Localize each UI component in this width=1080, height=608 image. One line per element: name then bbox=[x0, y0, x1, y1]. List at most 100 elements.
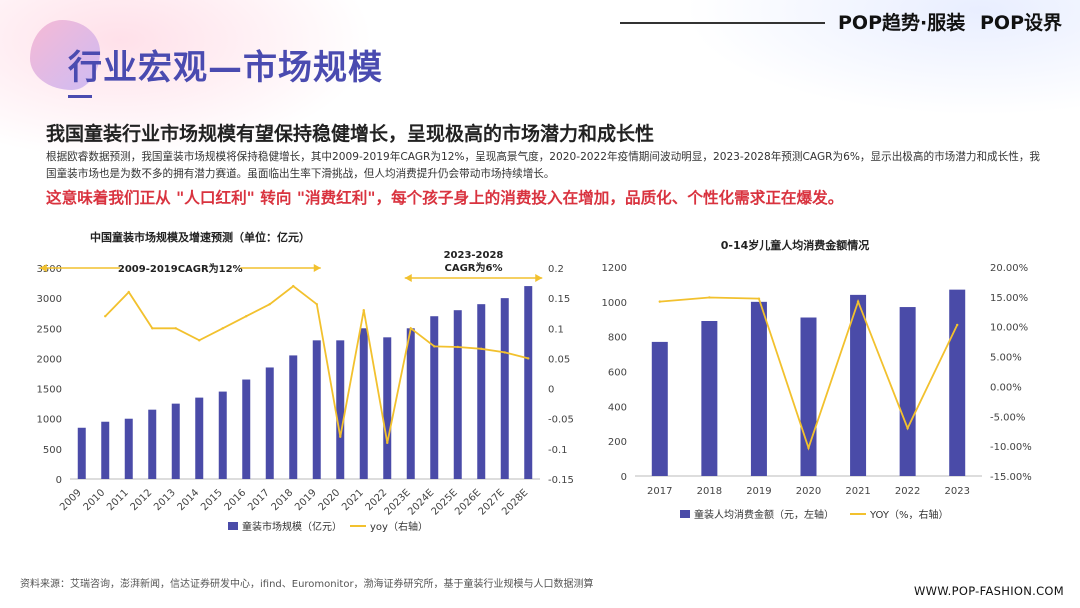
y2-axis-tick-label: -5.00% bbox=[990, 412, 1025, 423]
x-axis-tick-label: 2012 bbox=[129, 487, 155, 513]
yoy-point bbox=[386, 441, 389, 445]
yoy-point bbox=[658, 300, 661, 303]
bar bbox=[899, 307, 916, 476]
decorative-blob bbox=[30, 20, 100, 90]
y-axis-tick-label: 1000 bbox=[37, 415, 62, 426]
y2-axis-tick-label: 10.00% bbox=[990, 323, 1028, 334]
yoy-point bbox=[151, 327, 154, 330]
yoy-point bbox=[456, 345, 459, 349]
bar bbox=[265, 367, 274, 479]
y2-axis-tick-label: -0.05 bbox=[548, 415, 574, 426]
y2-axis-tick-label: 0.05 bbox=[548, 354, 570, 365]
x-axis-tick-label: 2020 bbox=[317, 487, 343, 513]
x-axis-tick-label: 2028E bbox=[500, 487, 530, 517]
per-capita-spending-chart: 0-14岁儿童人均消费金额情况 0 200 400 600 800 1000 1200 -15.… bbox=[602, 238, 1032, 521]
website-url[interactable]: WWW.POP-FASHION.COM bbox=[913, 584, 1064, 598]
bar bbox=[477, 304, 486, 479]
headline: 我国童装行业市场规模有望保持稳健增长，呈现极高的市场潜力和成长性 bbox=[46, 123, 655, 145]
x-axis-tick-label: 2017 bbox=[647, 486, 672, 497]
y2-axis-tick-label: 0.15 bbox=[548, 294, 570, 305]
bar bbox=[949, 289, 966, 476]
yoy-point bbox=[480, 347, 483, 350]
source-note: 资料来源：艾瑞咨询，澎湃新闻，信达证券研发中心，ifind、Euromonito… bbox=[20, 579, 594, 590]
bar bbox=[242, 379, 251, 479]
bar bbox=[800, 317, 817, 476]
y2-axis-tick-label: -10.00% bbox=[990, 442, 1032, 453]
bar bbox=[430, 316, 439, 479]
x-axis-tick-label: 2020 bbox=[796, 486, 821, 497]
y-axis-tick-label: 200 bbox=[608, 437, 627, 448]
x-axis-tick-label: 2011 bbox=[105, 487, 131, 513]
highlight-text: 这意味着我们正从 "人口红利" 转向 "消费红利"，每个孩子身上的消费投入在增加… bbox=[46, 189, 844, 207]
x-axis-tick-label: 2019 bbox=[293, 487, 319, 513]
y-axis-tick-label: 1000 bbox=[602, 298, 627, 309]
page-title: 行业宏观—市场规模 bbox=[68, 48, 383, 88]
bar bbox=[77, 427, 86, 479]
y-axis-tick-label: 600 bbox=[608, 368, 627, 379]
yoy-point bbox=[527, 357, 530, 360]
yoy-point bbox=[503, 351, 506, 354]
bar bbox=[453, 310, 462, 479]
chart-title: 中国童装市场规模及增速预测（单位：亿元） bbox=[90, 230, 310, 244]
brand-logo-pop-design: POP设界 bbox=[980, 12, 1063, 34]
yoy-point bbox=[292, 284, 295, 288]
y2-axis-tick-label: 0.2 bbox=[548, 264, 564, 275]
yoy-point bbox=[856, 300, 860, 303]
brand-divider bbox=[620, 22, 825, 24]
yoy-point bbox=[906, 427, 909, 430]
yoy-point bbox=[268, 302, 271, 306]
bar bbox=[148, 409, 157, 479]
legend-label-line: YOY（%，右轴） bbox=[869, 508, 949, 521]
y-axis-tick-label: 3000 bbox=[37, 294, 62, 305]
bar bbox=[750, 301, 767, 476]
bar bbox=[336, 340, 345, 479]
cagr-label-bg bbox=[120, 259, 241, 275]
y-axis-tick-label: 800 bbox=[608, 333, 627, 344]
y-axis-tick-label: 0 bbox=[56, 475, 62, 486]
x-axis-tick-label: 2017 bbox=[246, 487, 272, 513]
x-axis-tick-label: 2010 bbox=[82, 487, 108, 513]
bar bbox=[651, 341, 668, 476]
y2-axis-tick-label: -0.15 bbox=[548, 475, 574, 486]
y2-axis-tick-label: -15.00% bbox=[990, 472, 1032, 483]
x-axis-tick-label: 2021 bbox=[845, 486, 870, 497]
y2-axis-tick-label: 0 bbox=[548, 385, 554, 396]
y-axis-tick-label: 500 bbox=[43, 445, 62, 456]
yoy-point bbox=[315, 302, 318, 306]
x-axis-tick-label: 2018 bbox=[697, 486, 722, 497]
y-axis-tick-label: 1500 bbox=[37, 385, 62, 396]
y2-axis-tick-label: 20.00% bbox=[990, 263, 1028, 274]
y-axis-tick-label: 2500 bbox=[37, 324, 62, 335]
yoy-point bbox=[339, 435, 342, 438]
x-axis-tick-label: 2009 bbox=[58, 487, 84, 513]
bar bbox=[524, 286, 533, 479]
background-decoration bbox=[0, 0, 1080, 230]
bar bbox=[701, 320, 718, 476]
y-axis-tick-label: 400 bbox=[608, 402, 627, 413]
bar bbox=[101, 421, 110, 479]
bar bbox=[289, 355, 298, 479]
x-axis-tick-label: 2014 bbox=[176, 487, 202, 513]
bar bbox=[171, 403, 180, 479]
y2-axis-tick-label: 0.1 bbox=[548, 324, 564, 335]
cagr-label-forecast-line1: 2023-2028 bbox=[444, 250, 504, 261]
cagr-forecast-arrowhead-right bbox=[535, 274, 543, 282]
yoy-point bbox=[245, 315, 248, 318]
yoy-point bbox=[956, 323, 959, 327]
bar bbox=[124, 418, 133, 479]
x-axis-tick-label: 2023 bbox=[944, 486, 969, 497]
title-underline bbox=[68, 95, 92, 98]
bar bbox=[850, 294, 867, 476]
bar bbox=[500, 298, 509, 479]
y-axis-tick-label: 2000 bbox=[37, 354, 62, 365]
y-axis-tick-label: 0 bbox=[621, 472, 627, 483]
y2-axis-tick-label: -0.1 bbox=[548, 445, 568, 456]
x-axis-tick-label: 2016 bbox=[223, 487, 249, 513]
legend-label-line: yoy（右轴） bbox=[370, 520, 428, 533]
legend-swatch-bar bbox=[228, 522, 238, 530]
x-axis-tick-label: 2018 bbox=[270, 487, 296, 513]
y2-axis-tick-label: 0.00% bbox=[990, 382, 1022, 393]
bar bbox=[359, 328, 368, 479]
chart-title: 0-14岁儿童人均消费金额情况 bbox=[721, 238, 870, 252]
legend-label-bar: 童装市场规模（亿元） bbox=[242, 520, 342, 533]
